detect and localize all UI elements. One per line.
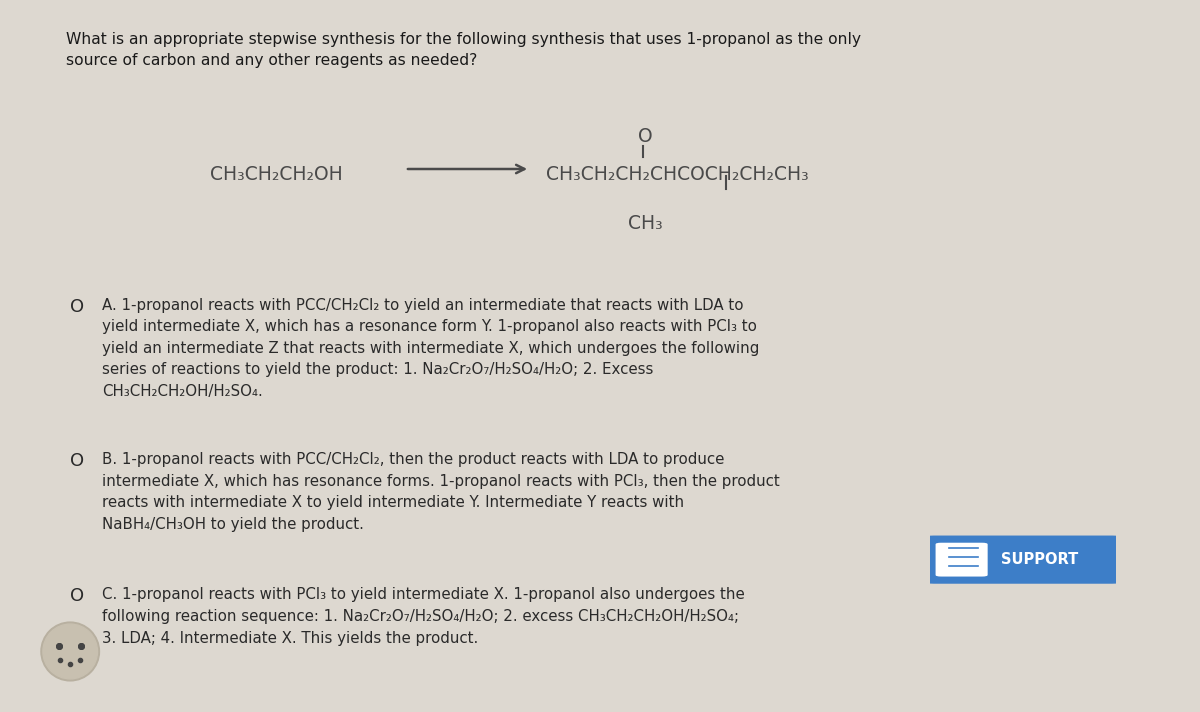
Text: B. 1-propanol reacts with PCC/CH₂Cl₂, then the product reacts with LDA to produc: B. 1-propanol reacts with PCC/CH₂Cl₂, th… xyxy=(102,452,780,532)
Text: O: O xyxy=(70,298,84,315)
Text: source of carbon and any other reagents as needed?: source of carbon and any other reagents … xyxy=(66,53,478,68)
Text: SUPPORT: SUPPORT xyxy=(1001,552,1078,567)
Text: CH₃CH₂CH₂OH: CH₃CH₂CH₂OH xyxy=(210,165,343,184)
Text: What is an appropriate stepwise synthesis for the following synthesis that uses : What is an appropriate stepwise synthesi… xyxy=(66,32,862,47)
Text: CH₃: CH₃ xyxy=(629,214,662,233)
Text: O: O xyxy=(70,587,84,605)
Circle shape xyxy=(43,624,97,679)
Text: O: O xyxy=(70,452,84,470)
Text: A. 1-propanol reacts with PCC/CH₂Cl₂ to yield an intermediate that reacts with L: A. 1-propanol reacts with PCC/CH₂Cl₂ to … xyxy=(102,298,760,399)
Text: O: O xyxy=(638,127,653,146)
Text: C. 1-propanol reacts with PCl₃ to yield intermediate X. 1-propanol also undergoe: C. 1-propanol reacts with PCl₃ to yield … xyxy=(102,587,745,646)
FancyBboxPatch shape xyxy=(924,535,1122,584)
Circle shape xyxy=(41,622,100,681)
Text: CH₃CH₂CH₂CHCOCH₂CH₂CH₃: CH₃CH₂CH₂CHCOCH₂CH₂CH₃ xyxy=(546,165,809,184)
FancyBboxPatch shape xyxy=(936,543,988,577)
